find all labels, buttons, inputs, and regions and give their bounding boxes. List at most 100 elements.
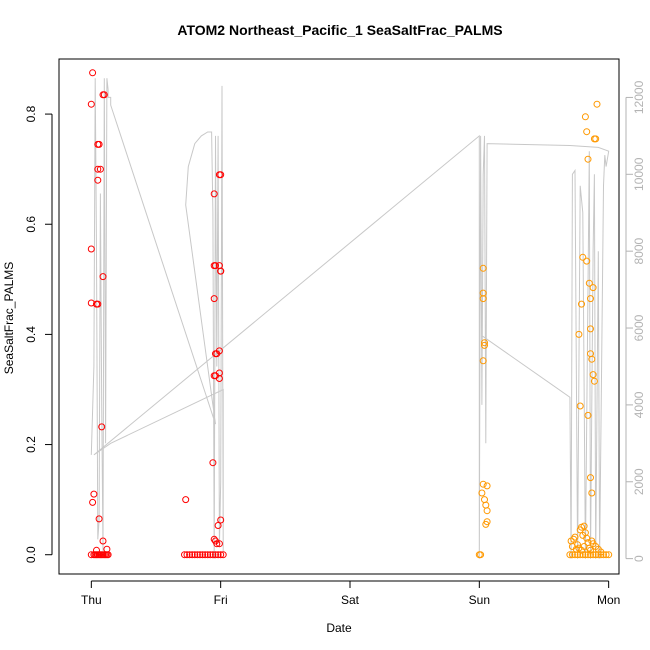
y2-tick-label: 6000 bbox=[632, 314, 646, 341]
data-point bbox=[214, 551, 222, 559]
data-point bbox=[210, 190, 218, 198]
x-axis-label: Date bbox=[326, 621, 352, 635]
data-point bbox=[589, 284, 597, 292]
data-point bbox=[210, 295, 218, 303]
data-point bbox=[587, 325, 594, 333]
data-point bbox=[209, 551, 217, 559]
data-point bbox=[571, 533, 579, 541]
data-point bbox=[575, 330, 583, 338]
y-tick-label: 0.8 bbox=[24, 105, 38, 122]
data-point bbox=[201, 551, 209, 559]
data-point bbox=[579, 551, 587, 559]
data-point bbox=[186, 551, 194, 559]
y-tick-label: 0.0 bbox=[24, 546, 38, 563]
data-point bbox=[217, 551, 225, 559]
data-point bbox=[579, 253, 587, 261]
data-point bbox=[188, 551, 196, 559]
x-tick-label: Sat bbox=[341, 593, 360, 607]
data-point bbox=[581, 113, 589, 121]
data-point bbox=[605, 551, 613, 559]
data-point bbox=[580, 543, 588, 550]
data-point bbox=[87, 299, 95, 307]
data-point bbox=[182, 496, 190, 504]
data-point bbox=[209, 459, 217, 467]
data-point bbox=[583, 257, 591, 265]
data-point bbox=[581, 551, 589, 559]
data-point bbox=[578, 300, 585, 308]
x-tick-label: Sun bbox=[469, 593, 490, 607]
y2-tick-label: 2000 bbox=[632, 468, 646, 495]
data-point bbox=[89, 69, 97, 77]
data-point bbox=[589, 371, 597, 379]
data-point bbox=[481, 339, 488, 347]
data-point bbox=[584, 411, 592, 419]
y2-tick-label: 8000 bbox=[632, 237, 646, 264]
data-point bbox=[592, 135, 600, 143]
data-point bbox=[588, 489, 596, 497]
data-point bbox=[602, 551, 610, 559]
data-points-layer bbox=[87, 69, 613, 559]
data-point bbox=[590, 377, 598, 385]
data-point bbox=[181, 551, 188, 559]
y-tick-label: 0.2 bbox=[24, 436, 38, 453]
data-point bbox=[214, 522, 222, 529]
data-point bbox=[193, 551, 201, 559]
data-point bbox=[96, 165, 104, 173]
axes-layer: Thu Fri Sat Sun Mon 0.0 0.2 0.4 0.6 0.8 0 2000 4000 6… bbox=[24, 80, 646, 607]
y-axis-label: SeaSaltFrac_PALMS bbox=[2, 262, 16, 375]
data-point bbox=[94, 300, 102, 308]
data-point bbox=[574, 541, 582, 549]
data-point bbox=[589, 551, 597, 559]
data-point bbox=[212, 262, 219, 270]
x-tick-label: Fri bbox=[214, 593, 228, 607]
data-point bbox=[482, 520, 490, 528]
data-point bbox=[100, 91, 108, 99]
data-point bbox=[217, 516, 225, 524]
data-point bbox=[477, 551, 485, 559]
data-point bbox=[183, 551, 191, 559]
data-point bbox=[481, 341, 488, 349]
y2-tick-label: 4000 bbox=[632, 391, 646, 418]
x-tick-label: Thu bbox=[81, 593, 102, 607]
data-point bbox=[483, 507, 491, 515]
plot-frame bbox=[58, 58, 620, 575]
data-point bbox=[95, 515, 103, 523]
data-point bbox=[206, 551, 214, 559]
data-point bbox=[217, 267, 225, 275]
data-point bbox=[568, 551, 576, 559]
data-point bbox=[215, 540, 223, 548]
y2-tick-label: 10000 bbox=[632, 157, 646, 191]
data-point bbox=[571, 551, 579, 559]
data-point bbox=[98, 423, 106, 431]
data-point bbox=[588, 355, 596, 363]
y-tick-label: 0.6 bbox=[24, 216, 38, 233]
data-point bbox=[94, 176, 102, 184]
data-point bbox=[576, 402, 584, 410]
data-point bbox=[215, 375, 223, 382]
data-point bbox=[587, 474, 594, 482]
data-point bbox=[199, 551, 207, 559]
data-point bbox=[592, 551, 600, 559]
data-point bbox=[482, 501, 490, 509]
data-point bbox=[219, 551, 227, 559]
data-point bbox=[196, 551, 204, 559]
data-point bbox=[90, 490, 98, 498]
data-point bbox=[594, 551, 602, 559]
data-point bbox=[593, 100, 601, 108]
y-tick-label: 0.4 bbox=[24, 326, 38, 343]
data-point bbox=[479, 264, 487, 272]
data-point bbox=[215, 347, 223, 355]
data-point bbox=[587, 295, 594, 303]
data-point bbox=[479, 295, 487, 303]
data-point bbox=[479, 480, 487, 488]
data-point bbox=[600, 551, 607, 559]
data-point bbox=[213, 540, 221, 548]
data-point bbox=[483, 482, 491, 490]
data-point bbox=[576, 551, 584, 559]
altitude-trace-layer bbox=[90, 78, 610, 559]
data-point bbox=[584, 551, 592, 559]
data-point bbox=[566, 551, 574, 559]
data-point bbox=[99, 537, 107, 545]
data-point bbox=[191, 551, 199, 559]
